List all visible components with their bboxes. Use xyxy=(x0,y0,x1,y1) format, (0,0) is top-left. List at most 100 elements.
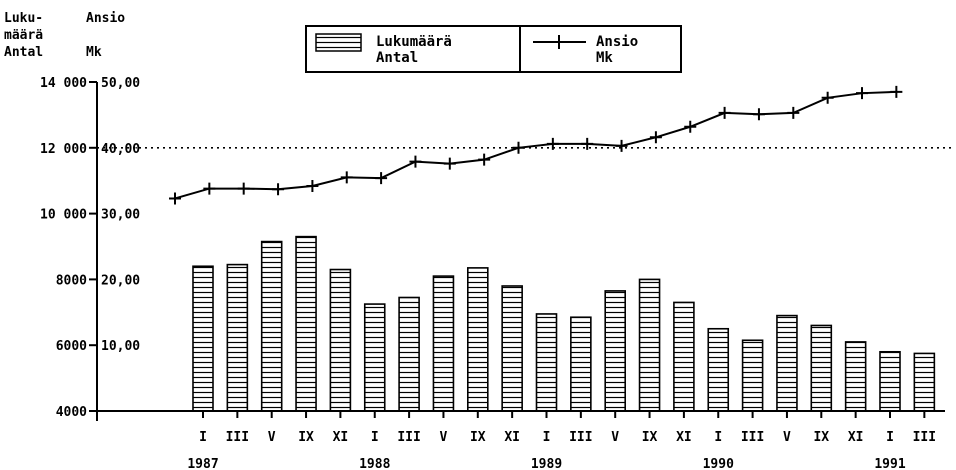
line-point xyxy=(615,139,628,152)
year-label: 1987 xyxy=(187,457,218,470)
x-tick-label: IX xyxy=(642,430,658,445)
x-tick-label: I xyxy=(886,430,894,445)
line-point xyxy=(718,106,731,119)
line-point xyxy=(890,85,903,98)
line-point xyxy=(649,131,662,144)
line-point xyxy=(272,183,285,196)
x-tick-label: III xyxy=(569,430,592,445)
x-tick-label: IX xyxy=(813,430,829,445)
x-tick-label: XI xyxy=(504,430,520,445)
bar xyxy=(295,235,317,412)
line-point xyxy=(821,91,834,104)
y2-tick-label: 30,00 xyxy=(101,208,140,223)
left-axis-header-line-3: Antal xyxy=(4,45,43,60)
bar xyxy=(673,301,695,412)
x-tick-label: XI xyxy=(676,430,692,445)
legend-bar-label-line-2: Antal xyxy=(376,50,418,66)
line-point xyxy=(409,155,422,168)
bar xyxy=(604,290,627,412)
bar xyxy=(844,341,867,412)
bar xyxy=(501,285,523,412)
year-label: 1991 xyxy=(874,457,905,470)
right-axis-header-line-1: Ansio xyxy=(86,11,125,26)
x-tick-label: I xyxy=(371,430,379,445)
line-path xyxy=(174,90,897,200)
y-tick-label: 12 000 xyxy=(40,142,87,157)
legend-bar-swatch xyxy=(315,33,362,52)
line-series xyxy=(169,85,903,205)
bar xyxy=(260,240,283,412)
year-label: 1989 xyxy=(531,457,562,470)
bar xyxy=(810,324,833,412)
line-point xyxy=(512,141,525,154)
y2-tick-label: 20,00 xyxy=(101,273,140,288)
x-tick-label: I xyxy=(543,430,551,445)
year-label: 1990 xyxy=(703,457,734,470)
x-tick-label: XI xyxy=(848,430,864,445)
x-tick-label: V xyxy=(783,430,791,445)
y-tick-label: 4000 xyxy=(56,405,87,420)
bar xyxy=(329,268,352,412)
bar xyxy=(226,263,249,412)
bar xyxy=(432,275,455,412)
x-tick-label: XI xyxy=(333,430,349,445)
x-tick-label: III xyxy=(397,430,420,445)
line-point xyxy=(856,87,868,100)
line-point xyxy=(581,137,594,150)
bar xyxy=(398,296,420,412)
right-axis-header-line-3: Mk xyxy=(86,45,102,60)
line-point xyxy=(546,137,559,150)
bar xyxy=(570,316,592,412)
bar xyxy=(879,350,901,412)
line-point xyxy=(752,108,765,121)
line-point xyxy=(443,157,456,170)
y-tick-label: 8000 xyxy=(56,273,87,288)
bar xyxy=(707,327,730,412)
left-axis-header: Luku- määrä Antal xyxy=(4,11,43,60)
legend-line-label-line-1: Ansio xyxy=(596,34,638,50)
right-axis-header: Ansio Mk xyxy=(86,11,125,60)
line-point xyxy=(203,182,216,195)
line-point xyxy=(340,171,353,184)
y2-tick-label: 50,00 xyxy=(101,76,140,91)
x-tick-label: V xyxy=(440,430,448,445)
line-point xyxy=(478,153,491,166)
x-tick-label: III xyxy=(226,430,249,445)
x-tick-label: IX xyxy=(470,430,486,445)
line-point xyxy=(237,182,250,195)
left-axis-header-line-2: määrä xyxy=(4,28,43,43)
left-axis-header-line-1: Luku- xyxy=(4,11,43,26)
line-point xyxy=(684,120,697,133)
bar-series xyxy=(192,235,936,412)
x-tick-label: I xyxy=(714,430,722,445)
x-tick-label: III xyxy=(741,430,764,445)
y2-tick-label: 40,00 xyxy=(101,142,140,157)
legend: Lukumäärä Antal Ansio Mk xyxy=(305,25,682,73)
bar xyxy=(776,314,798,412)
x-tick-label: V xyxy=(611,430,619,445)
x-tick-label: V xyxy=(268,430,276,445)
legend-bar-label-line-1: Lukumäärä xyxy=(376,34,452,50)
x-tick-label: I xyxy=(199,430,207,445)
x-tick-label: III xyxy=(913,430,936,445)
bar xyxy=(363,303,386,412)
bar xyxy=(638,278,661,412)
bar xyxy=(192,265,214,412)
bar xyxy=(741,339,764,412)
y-tick-label: 6000 xyxy=(56,339,87,354)
legend-box xyxy=(305,25,682,73)
line-point xyxy=(306,179,319,192)
y-tick-label: 10 000 xyxy=(40,208,87,223)
bar xyxy=(913,352,936,412)
line-point xyxy=(787,106,800,119)
axes xyxy=(89,81,945,421)
bar xyxy=(466,267,489,412)
line-point xyxy=(169,192,181,205)
x-tick-label: IX xyxy=(298,430,314,445)
line-point xyxy=(375,172,388,185)
y-tick-label: 14 000 xyxy=(40,76,87,91)
axis-labels: 4000 6000 8000 10 000 12 000 14 000 10,00 20,00… xyxy=(40,76,936,470)
y2-tick-label: 10,00 xyxy=(101,339,140,354)
bar xyxy=(535,313,558,412)
